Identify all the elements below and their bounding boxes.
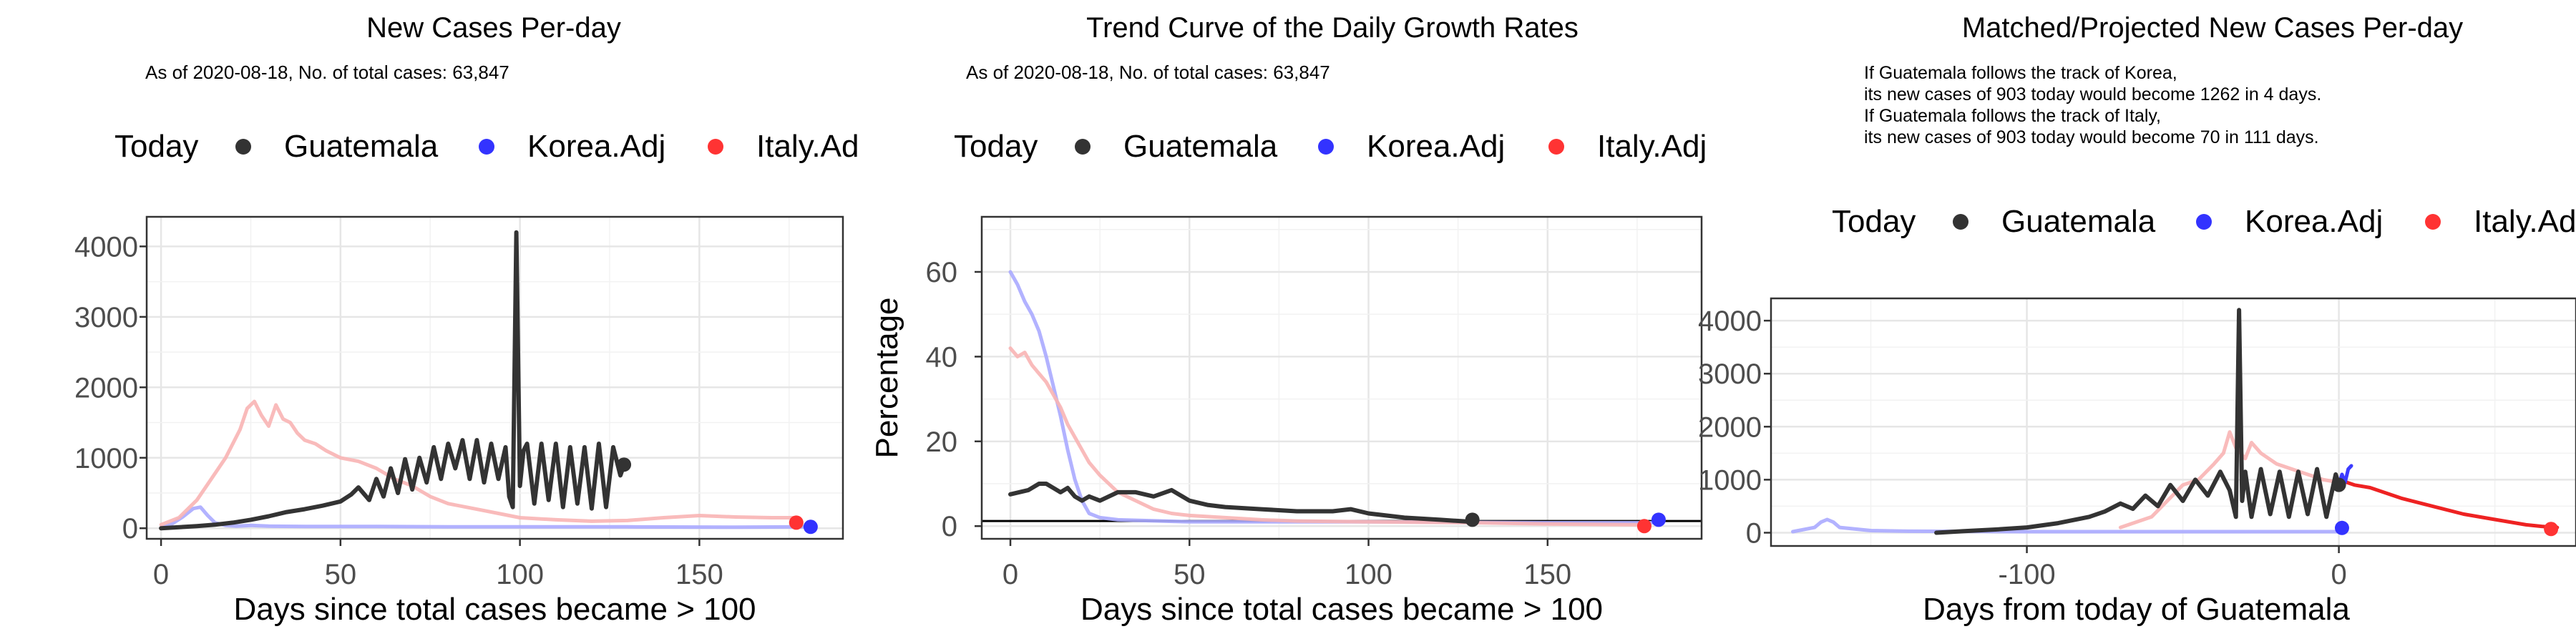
x-tick-label: 150: [1523, 559, 1571, 590]
today-point-italy-adj: [789, 515, 804, 530]
chart-title: Matched/Projected New Cases Per-day: [1962, 12, 2463, 44]
legend-title: Today: [114, 129, 198, 164]
legend: Today Guatemala Korea.Adj Italy.Ad: [1832, 204, 2576, 239]
plot-border: [1770, 297, 2576, 547]
x-axis-label: Days since total cases became > 100: [1080, 592, 1603, 627]
plot-area: [1771, 298, 2576, 546]
y-tick-label: 20: [926, 426, 958, 458]
y-tick-label: 0: [942, 511, 957, 542]
y-tick-label: 60: [926, 257, 958, 288]
series-line-korea-adj: [1008, 270, 1657, 525]
x-tick-label: 0: [2331, 559, 2346, 590]
legend-label-guatemala: Guatemala: [284, 129, 439, 164]
legend-label-italy-adj: Italy.Adj: [1597, 129, 1707, 164]
x-tick-label: 0: [153, 559, 169, 590]
legend-key-guatemala: [1953, 214, 1968, 230]
y-tick-label: 1000: [1698, 464, 1762, 496]
panel-1: New Cases Per-day As of 2020-08-18, No. o…: [74, 12, 859, 627]
legend-label-korea-adj: Korea.Adj: [527, 129, 665, 164]
legend-key-guatemala: [235, 139, 251, 155]
series-line-italy-projection: [2337, 477, 2560, 530]
y-tick-label: 40: [926, 341, 958, 373]
x-tick-label: 100: [496, 559, 544, 590]
x-axis-label: Days since total cases became > 100: [233, 592, 756, 627]
x-tick-label: -100: [1999, 559, 2056, 590]
series-line-guatemala: [1934, 308, 2341, 535]
legend-key-italy-adj: [708, 139, 723, 155]
legend: Today Guatemala Korea.Adj Italy.Ad: [114, 129, 859, 164]
chart-subtitle-line: its new cases of 903 today would become …: [1864, 127, 2319, 147]
series-line-italy-adj: [1008, 346, 1646, 527]
chart-subtitle-line: its new cases of 903 today would become …: [1864, 84, 2321, 104]
today-point-guatemala: [617, 457, 632, 472]
today-point-korea-adj: [1651, 512, 1666, 527]
plot-border: [980, 215, 1703, 540]
y-tick-label: 3000: [1698, 358, 1762, 390]
today-point-italy-adj: [1636, 519, 1652, 534]
series-line-guatemala: [159, 230, 627, 531]
legend-title: Today: [1832, 204, 1916, 239]
legend-key-korea-adj: [1318, 139, 1334, 155]
legend-key-italy-adj: [2425, 214, 2441, 230]
series-line-italy-adj: [159, 399, 799, 527]
chart-title: New Cases Per-day: [366, 12, 621, 44]
legend-key-italy-adj: [1548, 139, 1564, 155]
today-point-guatemala: [1465, 512, 1480, 527]
x-tick-label: 50: [325, 559, 357, 590]
chart-subtitle-line: If Guatemala follows the track of Italy,: [1864, 106, 2161, 126]
chart-subtitle-line: If Guatemala follows the track of Korea,: [1864, 63, 2177, 83]
chart-subtitle: As of 2020-08-18, No. of total cases: 63…: [145, 62, 509, 83]
chart-title: Trend Curve of the Daily Growth Rates: [1086, 12, 1579, 44]
legend-label-korea-adj: Korea.Adj: [2245, 204, 2383, 239]
series-line-korea-adj: [159, 505, 809, 530]
today-point-italy-adj: [2544, 522, 2559, 537]
y-tick-label: 0: [1746, 517, 1762, 549]
plot-area: [147, 217, 843, 539]
legend-label-guatemala: Guatemala: [1123, 129, 1278, 164]
x-tick-label: 50: [1174, 559, 1206, 590]
y-tick-label: 3000: [74, 302, 138, 333]
legend-title: Today: [954, 129, 1038, 164]
chart-subtitle: As of 2020-08-18, No. of total cases: 63…: [966, 62, 1330, 83]
legend-key-guatemala: [1075, 139, 1091, 155]
x-tick-label: 100: [1345, 559, 1392, 590]
series-group: [159, 230, 809, 531]
today-point-korea-adj: [803, 519, 818, 535]
today-point-korea-adj: [2334, 520, 2349, 535]
panel-3: Matched/Projected New Cases Per-day If Gu…: [1698, 12, 2576, 627]
legend-label-italy-adj: Italy.Ad: [2474, 204, 2576, 239]
legend-key-korea-adj: [2196, 214, 2212, 230]
legend-label-italy-adj: Italy.Ad: [756, 129, 859, 164]
y-axis-label: Percentage: [869, 297, 904, 458]
panel-2: Trend Curve of the Daily Growth Rates As …: [869, 12, 1707, 627]
series-group: [1791, 308, 2560, 535]
y-tick-label: 1000: [74, 443, 138, 474]
series-line-korea-adj: [1791, 517, 2341, 534]
y-tick-label: 2000: [1698, 411, 1762, 443]
today-point-guatemala: [2331, 477, 2346, 492]
y-tick-label: 2000: [74, 372, 138, 404]
legend: Today Guatemala Korea.Adj Italy.Adj: [954, 129, 1707, 164]
y-tick-label: 0: [122, 513, 138, 545]
x-tick-label: 150: [675, 559, 723, 590]
series-line-guatemala: [1008, 482, 1475, 525]
legend-label-guatemala: Guatemala: [2001, 204, 2156, 239]
x-axis-label: Days from today of Guatemala: [1923, 592, 2350, 627]
plot-area: [982, 217, 1702, 539]
plot-border: [145, 215, 844, 540]
legend-key-korea-adj: [479, 139, 494, 155]
y-tick-label: 4000: [1698, 306, 1762, 337]
x-tick-label: 0: [1002, 559, 1018, 590]
series-group: [1008, 270, 1657, 527]
y-tick-label: 4000: [74, 231, 138, 263]
legend-label-korea-adj: Korea.Adj: [1367, 129, 1505, 164]
